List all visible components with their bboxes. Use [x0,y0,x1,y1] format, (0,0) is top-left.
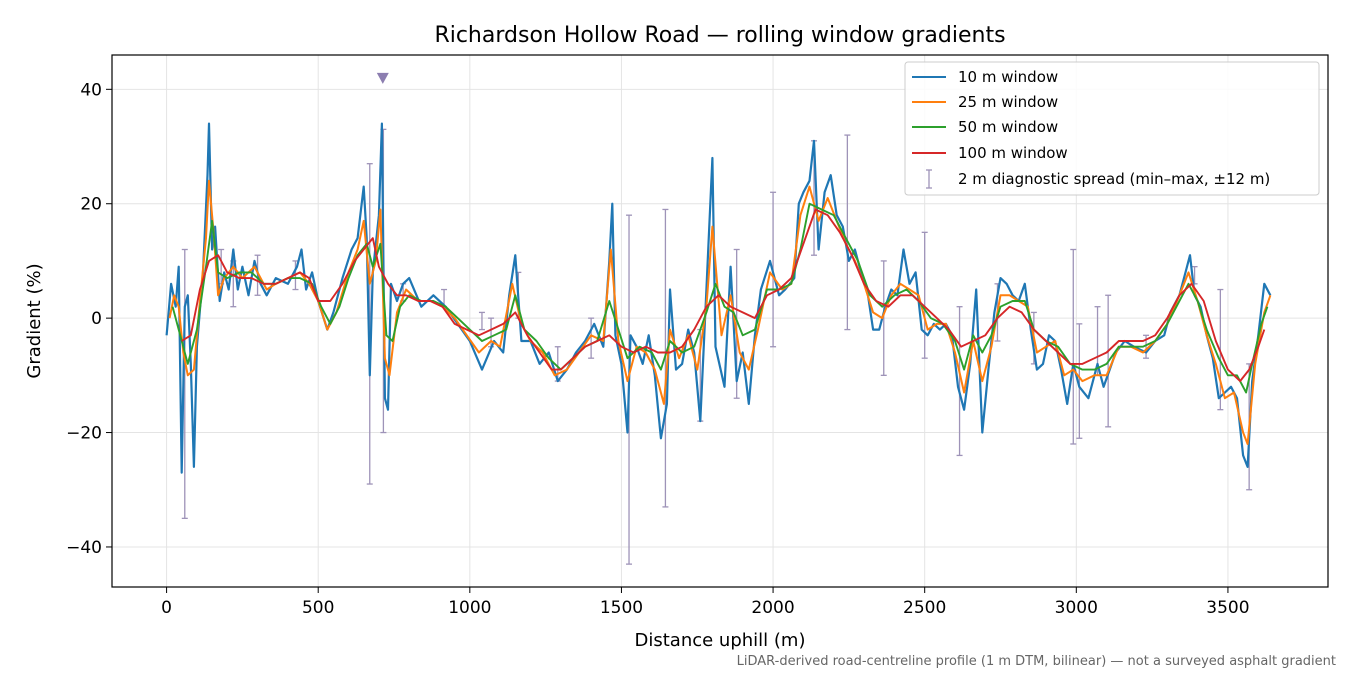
error-bar [880,260,887,376]
x-tick-label: 2000 [751,598,794,618]
x-tick-label: 2500 [903,598,946,618]
legend: 10 m window 25 m window 50 m window 100 m w… [904,61,1320,196]
chart-title: Richardson Hollow Road — rolling window … [434,23,1005,48]
legend-label: 50 m window [958,118,1058,136]
x-tick-label: 1500 [600,598,643,618]
x-tick-label: 500 [302,598,334,618]
x-axis-label: Distance uphill (m) [635,630,806,651]
legend-label: 2 m diagnostic spread (min–max, ±12 m) [958,170,1270,188]
error-bar [1076,323,1083,439]
legend-box [904,61,1320,196]
error-bar [181,248,188,520]
series-line-2 [168,179,1272,445]
y-tick-label: 0 [91,309,102,329]
peak-marker [376,72,389,84]
legend-label: 100 m window [958,144,1068,162]
x-tick-label: 3500 [1206,598,1249,618]
error-bar [956,306,963,457]
plot-area [165,72,1272,565]
error-bar [1070,248,1077,445]
x-tick-label: 0 [161,598,172,618]
legend-swatch [926,169,932,189]
error-bar [844,134,851,331]
y-tick-label: 40 [80,80,102,100]
y-axis-label: Gradient (%) [24,263,45,378]
chart-caption: LiDAR-derived road-centreline profile (1… [737,654,1336,669]
error-bar [588,317,595,359]
y-tick-label: −40 [66,538,102,558]
series-line-4 [181,208,1266,383]
error-bar [921,231,928,359]
legend-label: 25 m window [958,93,1058,111]
x-axis-ticks: 0 500 1000 1500 2000 2500 3000 3500 [161,587,1250,618]
series-line-3 [171,202,1269,394]
y-tick-label: 20 [80,195,102,215]
legend-label: 10 m window [958,68,1058,86]
error-bar [478,311,485,331]
error-bar [366,163,373,485]
x-tick-label: 3000 [1055,598,1098,618]
y-tick-label: −20 [66,424,102,444]
plot-frame [111,54,1329,588]
x-tick-label: 1000 [448,598,491,618]
y-axis-ticks: −40 −20 0 20 40 [66,80,112,558]
